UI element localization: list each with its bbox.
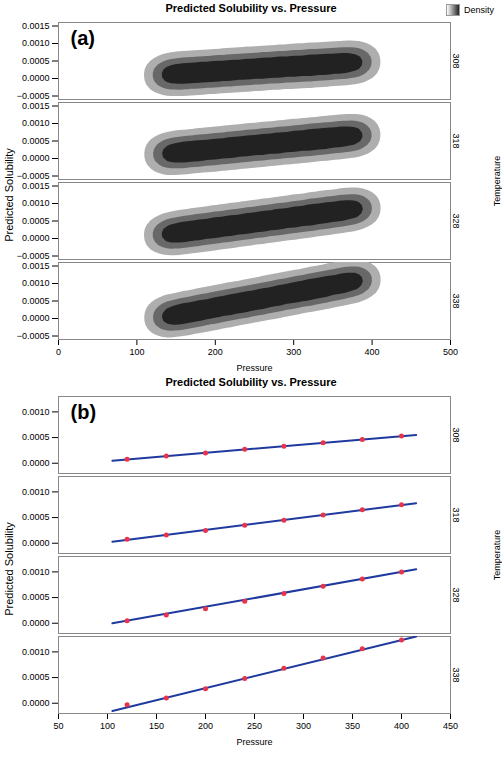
- svg-text:0.0005: 0.0005: [22, 216, 50, 226]
- svg-text:328: 328: [451, 587, 461, 602]
- svg-text:Temperature: Temperature: [492, 530, 502, 581]
- svg-text:0.0010: 0.0010: [22, 38, 50, 48]
- html-text:Density: Density: [464, 5, 494, 15]
- svg-text:Pressure: Pressure: [236, 737, 272, 747]
- svg-text:0: 0: [56, 347, 61, 357]
- svg-text:0.0000: 0.0000: [22, 313, 50, 323]
- svg-text:0.0005: 0.0005: [22, 296, 50, 306]
- svg-text:0.0000: 0.0000: [22, 698, 50, 708]
- svg-text:50: 50: [53, 721, 63, 731]
- svg-text:0.0000: 0.0000: [22, 538, 50, 548]
- svg-text:0.0015: 0.0015: [22, 181, 50, 191]
- svg-text:308: 308: [451, 53, 461, 68]
- svg-text:400: 400: [394, 721, 409, 731]
- svg-text:0.0000: 0.0000: [22, 233, 50, 243]
- svg-text:200: 200: [208, 347, 223, 357]
- svg-text:300: 300: [296, 721, 311, 731]
- svg-text:200: 200: [198, 721, 213, 731]
- svg-text:0.0015: 0.0015: [22, 101, 50, 111]
- html-text:Predicted Solubility vs. Press: Predicted Solubility vs. Pressure: [165, 376, 337, 388]
- svg-text:(b): (b): [71, 401, 97, 423]
- svg-text:338: 338: [451, 667, 461, 682]
- svg-text:0.0000: 0.0000: [22, 618, 50, 628]
- svg-text:500: 500: [443, 347, 458, 357]
- svg-text:0.0005: 0.0005: [22, 432, 50, 442]
- svg-text:0.0000: 0.0000: [22, 458, 50, 468]
- svg-text:308: 308: [451, 427, 461, 442]
- svg-text:0.0010: 0.0010: [22, 118, 50, 128]
- svg-text:0.0000: 0.0000: [22, 153, 50, 163]
- svg-text:250: 250: [247, 721, 262, 731]
- svg-text:338: 338: [451, 293, 461, 308]
- svg-text:400: 400: [365, 347, 380, 357]
- svg-text:150: 150: [149, 721, 164, 731]
- svg-text:318: 318: [451, 133, 461, 148]
- svg-text:0.0005: 0.0005: [22, 672, 50, 682]
- svg-text:Pressure: Pressure: [236, 363, 272, 373]
- svg-text:318: 318: [451, 507, 461, 522]
- svg-text:0.0005: 0.0005: [22, 56, 50, 66]
- html-text:Predicted Solubility: Predicted Solubility: [3, 522, 16, 616]
- svg-text:328: 328: [451, 213, 461, 228]
- svg-text:−0.0005: −0.0005: [17, 251, 50, 261]
- svg-text:350: 350: [345, 721, 360, 731]
- svg-text:0.0005: 0.0005: [22, 592, 50, 602]
- svg-text:−0.0005: −0.0005: [17, 171, 50, 181]
- svg-text:0.0015: 0.0015: [22, 261, 50, 271]
- html-text:Predicted Solubility: Predicted Solubility: [3, 148, 16, 242]
- svg-text:Temperature: Temperature: [492, 156, 502, 207]
- svg-text:−0.0005: −0.0005: [17, 331, 50, 341]
- svg-text:300: 300: [286, 347, 301, 357]
- svg-text:450: 450: [443, 721, 458, 731]
- svg-text:0.0010: 0.0010: [22, 407, 50, 417]
- svg-text:0.0010: 0.0010: [22, 278, 50, 288]
- svg-text:0.0010: 0.0010: [22, 198, 50, 208]
- svg-text:0.0010: 0.0010: [22, 487, 50, 497]
- svg-text:0.0005: 0.0005: [22, 512, 50, 522]
- svg-text:−0.0005: −0.0005: [17, 91, 50, 101]
- svg-text:100: 100: [100, 721, 115, 731]
- svg-text:0.0010: 0.0010: [22, 567, 50, 577]
- html-text:Predicted Solubility vs. Press: Predicted Solubility vs. Pressure: [165, 2, 337, 14]
- svg-text:0.0005: 0.0005: [22, 136, 50, 146]
- svg-text:(a): (a): [71, 27, 95, 49]
- svg-text:0.0015: 0.0015: [22, 21, 50, 31]
- svg-text:0.0010: 0.0010: [22, 647, 50, 657]
- svg-text:0.0000: 0.0000: [22, 73, 50, 83]
- svg-text:100: 100: [129, 347, 144, 357]
